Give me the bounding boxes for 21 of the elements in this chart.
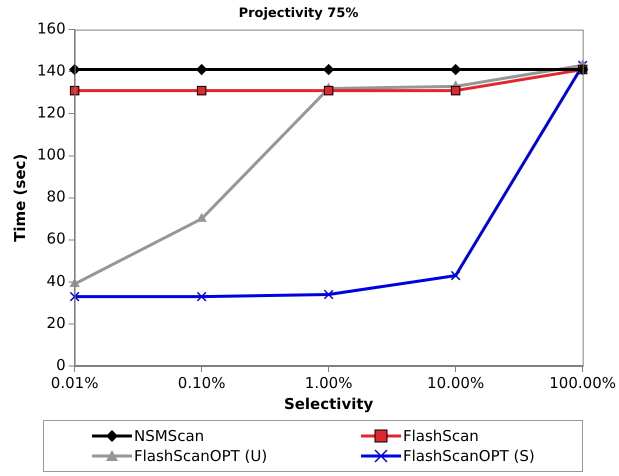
x-tick-label: 1.00% bbox=[304, 374, 352, 392]
x-tick-label: 0.01% bbox=[50, 374, 98, 392]
legend-label: FlashScanOPT (S) bbox=[403, 447, 535, 465]
y-tick-label: 140 bbox=[36, 62, 66, 80]
y-tick-label: 60 bbox=[46, 230, 66, 248]
legend-label: FlashScanOPT (U) bbox=[134, 447, 268, 465]
y-tick-label: 20 bbox=[46, 314, 66, 332]
x-tick-label: 10.00% bbox=[427, 374, 484, 392]
legend-label: FlashScan bbox=[403, 427, 479, 445]
y-tick-label: 100 bbox=[36, 146, 66, 164]
y-tick-label: 160 bbox=[36, 19, 66, 38]
y-tick-label: 80 bbox=[46, 188, 66, 206]
x-tick-label: 100.00% bbox=[549, 374, 616, 392]
x-tick-label: 0.10% bbox=[178, 374, 226, 392]
legend-label: NSMScan bbox=[134, 427, 204, 445]
y-tick-label: 40 bbox=[46, 272, 66, 290]
y-tick-label: 0 bbox=[56, 356, 66, 374]
chart-title: Projectivity 75% bbox=[238, 6, 358, 22]
x-axis-title: Selectivity bbox=[284, 394, 374, 413]
y-axis-title: Time (sec) bbox=[10, 154, 29, 242]
y-tick-label: 120 bbox=[36, 104, 66, 122]
